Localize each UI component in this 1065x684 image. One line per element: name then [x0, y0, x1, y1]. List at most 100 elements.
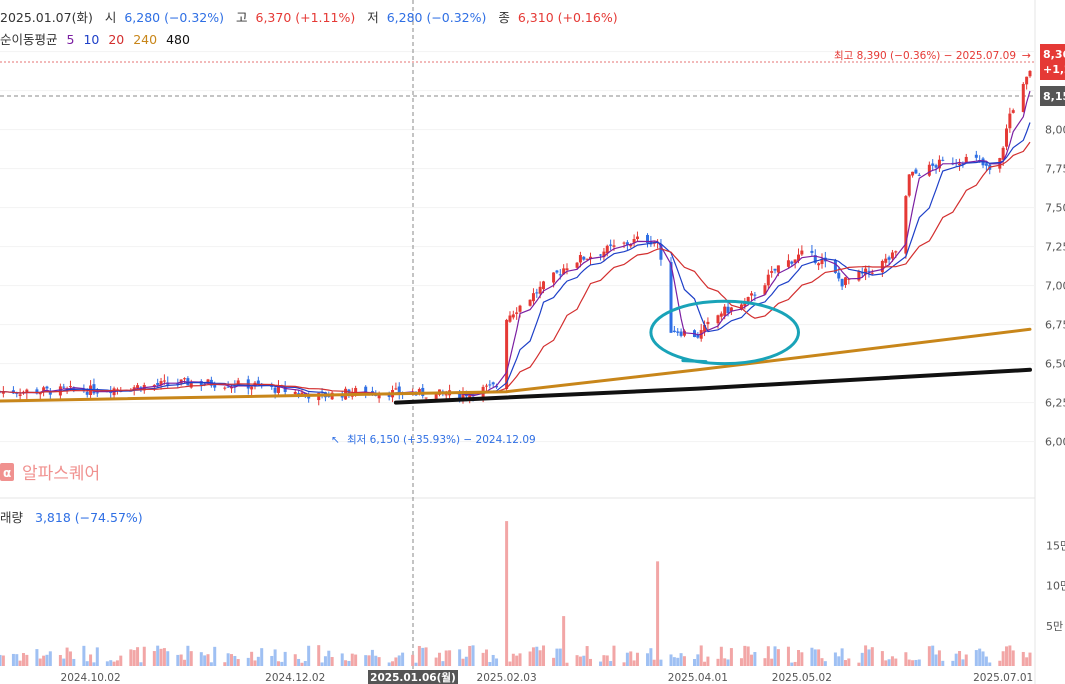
- ma10-line: [0, 122, 1031, 396]
- volume-bar: [907, 659, 911, 666]
- candle-body: [300, 392, 304, 394]
- candle-body: [833, 260, 837, 273]
- volume-bar: [635, 652, 639, 666]
- candle-body: [565, 268, 569, 271]
- candle-body: [233, 385, 237, 387]
- low-value: 6,280 (−0.32%): [387, 10, 487, 25]
- low-marker-label: 최저 6,150 (+35.93%) − 2024.12.09: [347, 434, 536, 446]
- volume-bar: [981, 651, 985, 666]
- volume-bar: [344, 660, 348, 666]
- crosshair-date-tag-bg: [368, 670, 458, 684]
- candle-body: [176, 383, 180, 385]
- candle-body: [723, 306, 727, 316]
- candle-body: [159, 381, 163, 386]
- volume-bar: [320, 662, 324, 666]
- volume-bar: [552, 657, 556, 666]
- candle-body: [629, 244, 633, 247]
- volume-bar: [481, 652, 485, 666]
- candle-body: [226, 386, 230, 388]
- candle-body: [92, 384, 96, 394]
- volume-bar: [682, 656, 686, 666]
- volume-bar: [793, 661, 797, 666]
- volume-bar: [45, 654, 49, 666]
- highlight-ellipse[interactable]: [649, 299, 801, 366]
- candle-body: [542, 281, 546, 290]
- volume-bar: [92, 662, 96, 666]
- candle-body: [964, 156, 968, 163]
- volume-bar: [1025, 657, 1029, 666]
- candle-body: [739, 304, 743, 310]
- volume-bar: [937, 650, 941, 666]
- volume-bar: [1028, 652, 1032, 666]
- volume-bar: [585, 646, 589, 666]
- volume-bar: [95, 647, 99, 666]
- volume-bar: [166, 651, 170, 666]
- candle-body: [974, 154, 978, 158]
- volume-bar: [183, 659, 187, 666]
- volume-bar: [867, 649, 871, 666]
- candle-body: [42, 387, 46, 393]
- volume-bar: [927, 646, 931, 666]
- candle-body: [941, 159, 945, 161]
- candle-body: [515, 312, 519, 314]
- candle-body: [484, 385, 488, 387]
- volume-bar: [303, 661, 307, 666]
- svg-text:2025.01.07(화) 시 6,280: 2025.01.07(화) 시 6,280 (−0.32%) 고 6,370 (…: [0, 10, 618, 25]
- volume-bar: [85, 661, 89, 666]
- volume-bar: [669, 654, 673, 666]
- candle-body: [773, 268, 777, 271]
- ma-legend-240: 240: [133, 32, 157, 47]
- candle-body: [555, 270, 559, 273]
- volume-bar: [364, 655, 368, 666]
- volume-bar: [484, 649, 488, 666]
- volume-bar: [632, 660, 636, 666]
- volume-tick-label: 15만: [1046, 539, 1065, 552]
- volume-bar: [911, 660, 915, 666]
- volume-label: 래량: [0, 510, 24, 525]
- candle-body: [843, 277, 847, 285]
- candle-body: [904, 196, 908, 254]
- volume-bar: [300, 662, 304, 666]
- high-marker-label: 최고 8,390 (−0.36%) − 2025.07.09: [834, 50, 1016, 62]
- price-tick-label: 7,75: [1045, 163, 1065, 176]
- volume-bar: [323, 656, 327, 666]
- volume-bar: [350, 653, 354, 666]
- volume-bar: [786, 646, 790, 666]
- open-label: 시: [105, 10, 117, 25]
- candle-body: [223, 387, 227, 389]
- open-value: 6,280 (−0.32%): [124, 10, 224, 25]
- candle-body: [461, 393, 465, 399]
- ma-legend-10: 10: [83, 32, 99, 47]
- volume-bar: [753, 652, 757, 666]
- low-marker-arrow: ↖: [331, 434, 340, 446]
- volume-bar: [1021, 651, 1025, 666]
- volume-bar: [961, 659, 965, 666]
- candle-body: [511, 314, 515, 318]
- volume-bar: [62, 658, 66, 666]
- volume-bar: [162, 648, 166, 666]
- candle-body: [887, 257, 891, 260]
- close-label: 종: [498, 10, 510, 25]
- highlight-underline[interactable]: [681, 359, 708, 364]
- candle-body: [790, 261, 794, 264]
- volume-bar: [226, 653, 230, 666]
- volume-bar: [417, 645, 421, 666]
- volume-bar: [65, 647, 69, 666]
- volume-bar: [354, 654, 358, 666]
- volume-bar: [414, 662, 418, 666]
- header-date: 2025.01.07(화): [0, 10, 93, 25]
- volume-bar: [1001, 651, 1005, 666]
- candle-body: [283, 387, 287, 392]
- volume-bar: [531, 647, 535, 666]
- volume-bar: [387, 662, 391, 666]
- volume-bar: [203, 655, 207, 666]
- volume-bar: [374, 655, 378, 666]
- last-price-tag: 8,36 +1,2: [1040, 44, 1065, 80]
- candle-body: [659, 244, 663, 260]
- volume-bar: [998, 660, 1002, 666]
- volume-bar: [11, 653, 15, 666]
- price-tick-label: 6,00: [1045, 436, 1065, 449]
- candle-body: [813, 255, 817, 263]
- volume-bar: [327, 650, 331, 666]
